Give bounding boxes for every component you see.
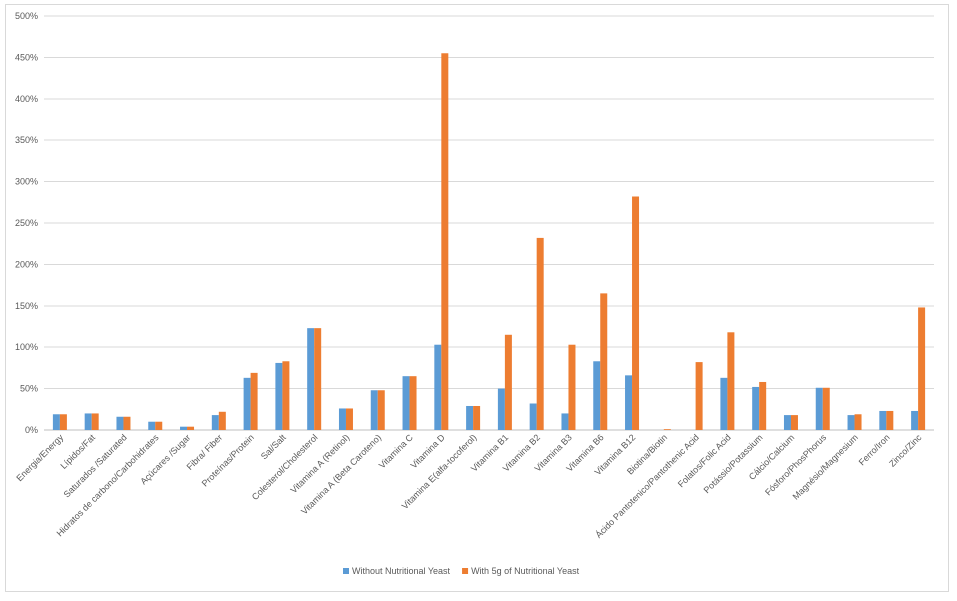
bar [752, 386, 760, 430]
y-tick-label: 250% [15, 218, 38, 228]
bar [434, 344, 442, 430]
x-tick-label: Magnésio/Magnesium [791, 432, 860, 501]
x-tick-label: Sal/Salt [259, 432, 288, 461]
bar [497, 388, 505, 430]
bar [625, 375, 633, 430]
y-axis-ticks: 0% 50% 100% 150% 200% 250% 300% 350% 400% 450% 500… [15, 11, 38, 435]
bar [632, 196, 640, 430]
bars [52, 53, 926, 430]
bar [441, 53, 449, 430]
bar [409, 376, 417, 430]
bar [250, 372, 258, 430]
bar [663, 429, 671, 430]
y-tick-label: 50% [20, 384, 38, 394]
legend-label: Without Nutritional Yeast [352, 566, 451, 576]
bar [155, 421, 163, 430]
bar [402, 376, 410, 430]
y-tick-label: 100% [15, 342, 38, 352]
bar [59, 414, 67, 430]
bar [123, 416, 131, 430]
bar [187, 426, 195, 430]
bar [854, 414, 862, 430]
bar [847, 415, 855, 430]
bar [52, 414, 60, 430]
y-tick-label: 350% [15, 135, 38, 145]
bar [473, 405, 481, 430]
legend-label: With 5g of Nutritional Yeast [471, 566, 580, 576]
chart-frame: 0% 50% 100% 150% 200% 250% 300% 350% 400% 450% 500… [5, 4, 949, 592]
bar [84, 413, 92, 430]
bar [822, 387, 830, 430]
bar [211, 415, 219, 430]
bar [568, 344, 576, 430]
bar [338, 408, 346, 430]
bar [370, 390, 378, 430]
y-tick-label: 400% [15, 94, 38, 104]
legend-swatch [343, 568, 349, 574]
bar [377, 390, 385, 430]
bar [180, 426, 188, 430]
y-tick-label: 300% [15, 177, 38, 187]
bar [783, 415, 791, 430]
bar [593, 361, 601, 430]
bar [218, 411, 226, 430]
bar [275, 362, 283, 430]
bar [727, 332, 735, 430]
bar-chart: 0% 50% 100% 150% 200% 250% 300% 350% 400% 450% 500… [14, 11, 934, 576]
bar [345, 408, 353, 430]
bar [561, 413, 569, 430]
bar [886, 410, 894, 430]
bar [911, 410, 919, 430]
bar [720, 377, 728, 430]
x-tick-label: Zinco/Zinc [887, 432, 924, 469]
legend: Without Nutritional Yeast With 5g of Nutr… [343, 566, 580, 576]
bar [148, 421, 156, 430]
bar [504, 334, 512, 430]
bar [529, 403, 537, 430]
bar [307, 328, 315, 430]
bar [879, 410, 887, 430]
x-tick-label: Energia/Energy [14, 432, 65, 483]
bar [282, 361, 290, 430]
gridlines [44, 15, 934, 431]
x-tick-label: Fósforo/PhosPhorus [763, 432, 828, 497]
bar [466, 405, 474, 430]
bar [536, 237, 544, 430]
y-tick-label: 200% [15, 259, 38, 269]
x-tick-label: Vitamina A (Retinol) [289, 432, 352, 495]
y-tick-label: 450% [15, 52, 38, 62]
bar [918, 307, 926, 430]
bar [815, 387, 823, 430]
bar [695, 362, 703, 430]
x-tick-label: Potássio/Potassium [702, 432, 765, 495]
bar [790, 415, 798, 430]
y-tick-label: 150% [15, 301, 38, 311]
y-tick-label: 0% [25, 425, 38, 435]
bar [314, 328, 322, 430]
y-tick-label: 500% [15, 11, 38, 21]
bar [600, 293, 608, 430]
bar [91, 413, 99, 430]
bar [243, 377, 251, 430]
legend-swatch [462, 568, 469, 574]
bar [759, 381, 767, 430]
bar [116, 416, 124, 430]
